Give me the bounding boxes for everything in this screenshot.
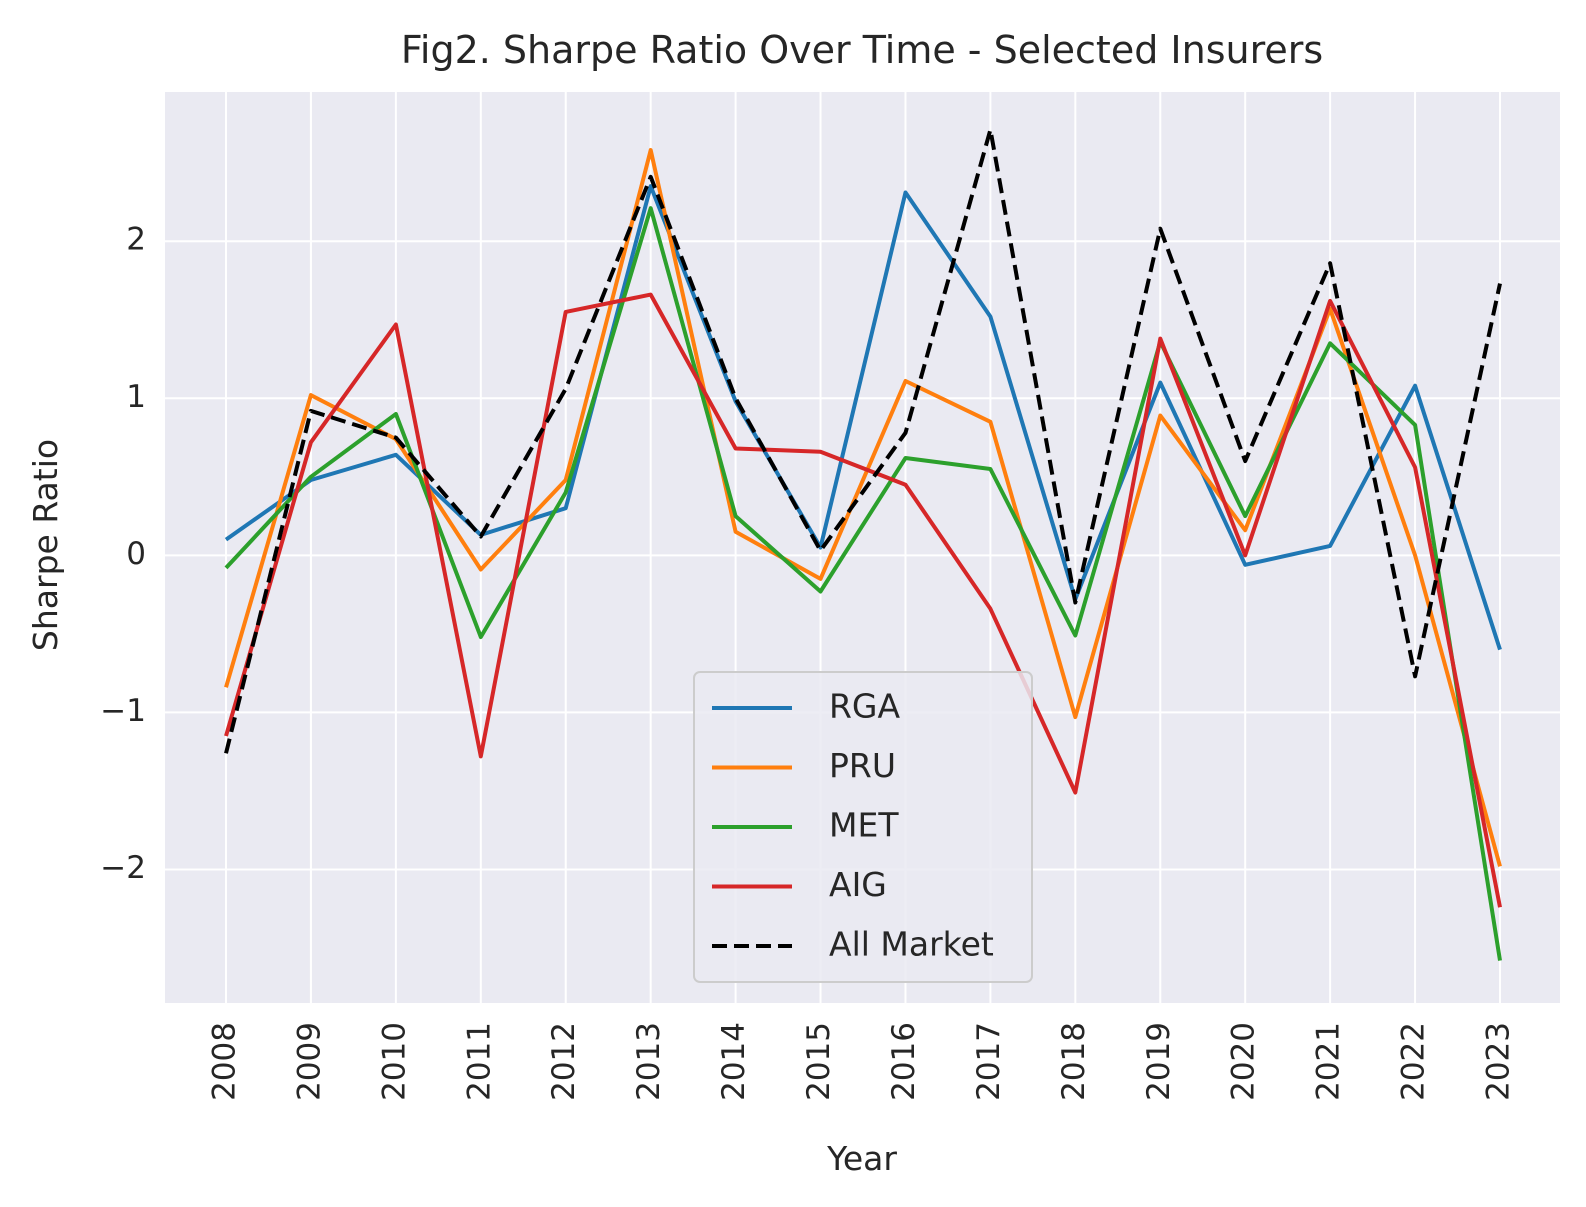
x-tick-label: 2017 bbox=[971, 1022, 1007, 1101]
x-tick-label: 2021 bbox=[1311, 1022, 1347, 1101]
y-tick-label: 0 bbox=[126, 536, 146, 572]
x-tick-labels: 2008 2009 2010 2011 2012 2013 2014 2015 2016 2017… bbox=[207, 1022, 1517, 1101]
x-tick-label: 2011 bbox=[461, 1022, 497, 1101]
y-tick-label: 1 bbox=[126, 379, 146, 415]
x-tick-label: 2018 bbox=[1056, 1022, 1092, 1101]
y-tick-label: −1 bbox=[100, 693, 146, 729]
x-tick-label: 2012 bbox=[546, 1022, 582, 1101]
x-tick-label: 2015 bbox=[801, 1022, 837, 1101]
y-tick-label: −2 bbox=[100, 850, 146, 886]
x-tick-label: 2016 bbox=[886, 1022, 922, 1101]
x-tick-label: 2019 bbox=[1141, 1022, 1177, 1101]
y-axis-label: Sharpe Ratio bbox=[26, 439, 65, 651]
legend-box bbox=[693, 671, 1033, 983]
series-line-aig bbox=[224, 292, 1502, 908]
legend-label: AIG bbox=[829, 865, 887, 904]
y-tick-labels: −2 −1 0 1 2 bbox=[100, 222, 146, 886]
y-tick-label: 2 bbox=[126, 222, 146, 258]
series-line-rga bbox=[224, 184, 1502, 651]
legend-label: MET bbox=[829, 806, 899, 845]
x-tick-label: 2023 bbox=[1481, 1022, 1517, 1101]
x-tick-label: 2014 bbox=[716, 1022, 752, 1101]
x-tick-label: 2009 bbox=[291, 1022, 327, 1101]
x-tick-label: 2008 bbox=[207, 1022, 243, 1101]
series-line-all-market bbox=[224, 127, 1502, 754]
x-tick-label: 2013 bbox=[631, 1022, 667, 1101]
x-tick-label: 2010 bbox=[376, 1022, 412, 1101]
legend-label: All Market bbox=[829, 925, 994, 964]
legend-label: RGA bbox=[829, 687, 901, 726]
chart-title: Fig2. Sharpe Ratio Over Time - Selected … bbox=[401, 28, 1323, 72]
x-tick-label: 2022 bbox=[1396, 1022, 1432, 1101]
legend-label: PRU bbox=[829, 746, 896, 785]
x-axis-label: Year bbox=[826, 1139, 897, 1178]
series-lines bbox=[224, 127, 1502, 961]
x-tick-label: 2020 bbox=[1226, 1022, 1262, 1101]
legend: RGA PRU MET AIG All Market bbox=[693, 671, 1033, 983]
series-line-pru bbox=[224, 148, 1502, 867]
